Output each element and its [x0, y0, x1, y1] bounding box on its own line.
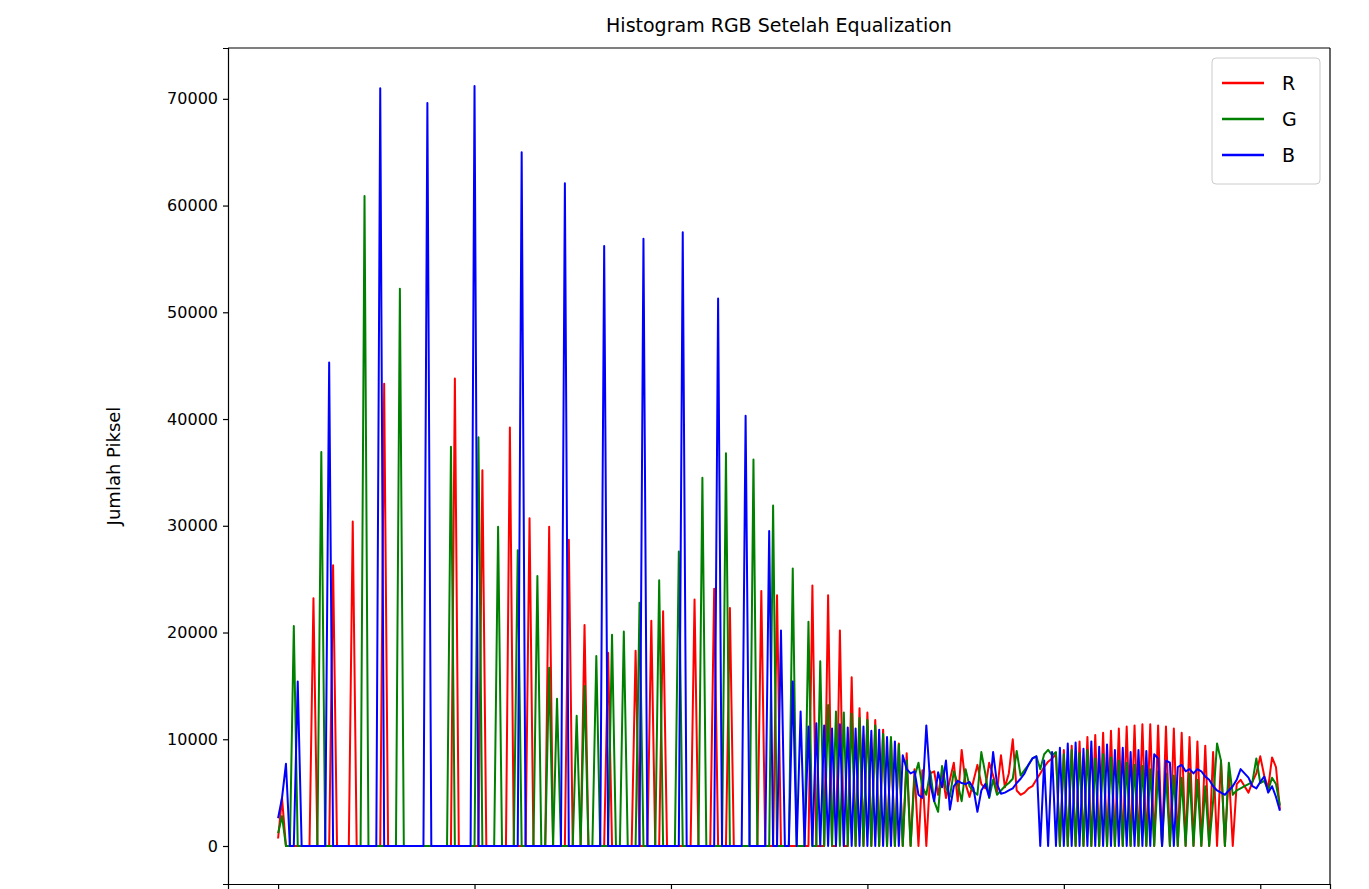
- legend-label: B: [1282, 144, 1295, 166]
- x-tick-mark: [867, 884, 868, 889]
- y-tick-mark: [223, 99, 228, 100]
- legend: RGB: [1212, 58, 1320, 184]
- frame-top: [228, 47, 1330, 48]
- legend-label: G: [1282, 108, 1297, 130]
- y-tick-label: 0: [208, 837, 218, 856]
- x-tick-mark: [474, 884, 475, 889]
- frame-right: [1329, 48, 1330, 884]
- legend-swatch: [1222, 154, 1264, 157]
- y-tick-mark: [223, 526, 228, 527]
- y-tick-mark: [223, 632, 228, 633]
- y-tick-label: 60000: [167, 196, 218, 215]
- x-tick: [1064, 884, 1065, 889]
- y-axis: 0 10000 20000 30000 40000 50000 60000 70000: [167, 49, 228, 885]
- x-axis-line: [229, 885, 1331, 889]
- y-tick-label: 50000: [167, 303, 218, 322]
- y-tick-mark: [223, 739, 228, 740]
- chart-svg: 0 10000 20000 30000 40000 50000 60000 70000 Hist…: [0, 0, 1369, 889]
- y-tick-label: 10000: [167, 730, 218, 749]
- y-axis-title: Jumlah Piksel: [103, 407, 124, 527]
- y-tick-mark: [223, 312, 228, 313]
- y-tick-mark: [223, 205, 228, 206]
- y-tick: 30000: [167, 516, 228, 535]
- x-tick: [1260, 884, 1261, 889]
- x-axis: [229, 884, 1331, 889]
- legend-label: R: [1282, 72, 1295, 94]
- x-tick: [671, 884, 672, 889]
- y-tick-label: 70000: [167, 89, 218, 108]
- x-tick-mark: [278, 884, 279, 889]
- y-tick: 20000: [167, 623, 228, 642]
- x-tick: [475, 884, 476, 889]
- y-axis-line: [223, 49, 229, 885]
- y-tick: 10000: [167, 730, 228, 749]
- y-tick-mark: [223, 846, 228, 847]
- legend-swatch: [1222, 118, 1264, 121]
- chart-title: Histogram RGB Setelah Equalization: [606, 14, 952, 36]
- y-tick-label: 20000: [167, 623, 218, 642]
- x-tick: [278, 884, 279, 889]
- y-tick-label: 30000: [167, 516, 218, 535]
- y-tick: 40000: [167, 410, 228, 429]
- y-tick: 50000: [167, 303, 228, 322]
- plot-area: [278, 86, 1280, 846]
- legend-box: [1212, 58, 1320, 184]
- x-tick-mark: [1260, 884, 1261, 889]
- x-tick-mark: [1064, 884, 1065, 889]
- y-tick: 0: [208, 837, 228, 856]
- x-tick: [867, 884, 868, 889]
- y-tick-label: 40000: [167, 410, 218, 429]
- x-tick-mark: [671, 884, 672, 889]
- series-line: [278, 86, 1280, 846]
- legend-swatch: [1222, 82, 1264, 85]
- y-tick-mark: [223, 419, 228, 420]
- y-tick: 60000: [167, 196, 228, 215]
- y-tick: 70000: [167, 89, 228, 108]
